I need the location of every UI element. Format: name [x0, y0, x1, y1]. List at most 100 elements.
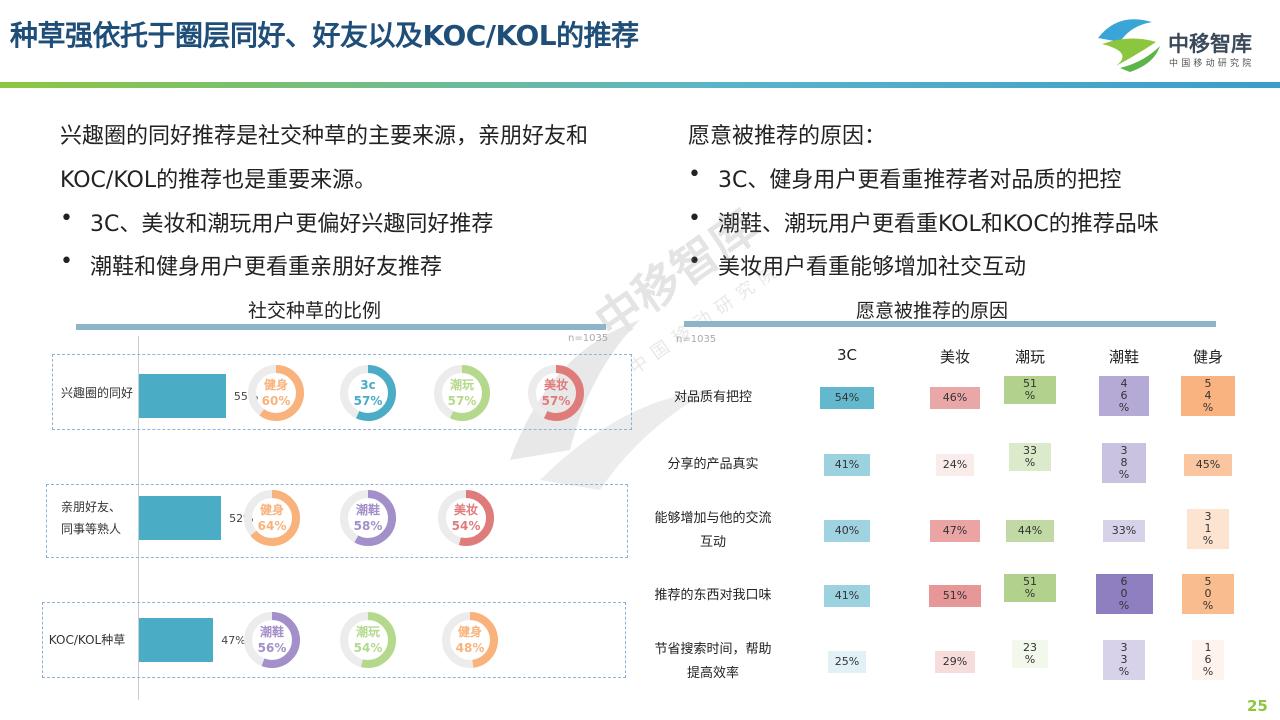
donut-category: 健身	[457, 625, 482, 639]
donut-arc	[528, 365, 584, 421]
left-text-line1: 兴趣圈的同好推荐是社交种草的主要来源，亲朋好友和	[60, 124, 589, 149]
row-label: 对品质有把控	[673, 390, 752, 405]
donut-value: 54%	[353, 641, 383, 655]
heatmap-cell: 24%	[936, 454, 974, 476]
donut-ring	[248, 365, 304, 421]
cell-value: 6	[1204, 653, 1212, 666]
row-label: 分享的产品真实	[667, 457, 759, 472]
donut-ring	[244, 490, 300, 546]
cell-value: 33%	[1111, 524, 1137, 537]
cell-value: 5	[1204, 575, 1212, 588]
cell-value: 3	[1120, 641, 1128, 654]
donut-value: 60%	[261, 394, 291, 408]
donut-潮玩: 潮玩 54%	[335, 607, 401, 673]
cell-value: 45%	[1195, 458, 1221, 471]
row-label: 能够增加与他的交流 互动	[654, 511, 772, 550]
heatmap-cell: 51%	[928, 585, 982, 607]
donut-arc	[244, 490, 300, 546]
donut-arc	[442, 612, 498, 668]
left-text-line2: KOC/KOL的推荐也是重要来源。	[60, 168, 377, 193]
logo-name: 中移智库	[1168, 32, 1252, 56]
donut-arc	[340, 365, 396, 421]
donut-健身: 健身 48%	[437, 607, 503, 673]
donut-category: 3c	[360, 378, 376, 392]
right-text-heading: 愿意被推荐的原因：	[688, 124, 887, 149]
heatmap-cell: 41%	[823, 454, 871, 476]
heatmap-cell: 45%	[1183, 454, 1233, 476]
donut-ring	[340, 490, 396, 546]
cell-value: 51	[1022, 377, 1037, 390]
donut-category: 美妆	[543, 378, 568, 392]
cell-value: 5	[1204, 377, 1212, 390]
left-chart-axis	[138, 336, 139, 700]
heatmap-cell: 6 0%	[1095, 574, 1153, 614]
donut-text: 潮鞋 58%	[335, 485, 401, 551]
heatmap-cell: 41%	[823, 585, 871, 607]
bar	[139, 618, 214, 662]
right-bullet-3: 美妆用户看重能够增加社交互动	[688, 249, 1026, 281]
china-mobile-logo-icon	[1098, 19, 1160, 72]
donut-text: 潮鞋 56%	[239, 607, 305, 673]
donut-arc	[244, 612, 300, 668]
donut-value: 48%	[455, 641, 485, 655]
heatmap-cell: 3 8%	[1101, 443, 1147, 483]
cell-value: 51%	[942, 589, 968, 602]
left-bullet-2: 潮鞋和健身用户更看重亲朋好友推荐	[60, 249, 442, 281]
category-label: 兴趣圈的同好	[60, 386, 133, 400]
donut-category: 潮玩	[449, 378, 474, 392]
donut-value: 64%	[257, 519, 287, 533]
cell-value: 3	[1204, 510, 1212, 523]
heatmap-cell: 5 0%	[1182, 574, 1234, 614]
donut-潮玩: 潮玩 57%	[429, 360, 495, 426]
cell-value: %	[1024, 587, 1036, 600]
category-box	[42, 602, 626, 678]
cell-value: 41%	[834, 458, 860, 471]
donut-text: 美妆 57%	[523, 360, 589, 426]
donut-value: 57%	[353, 394, 383, 408]
column-header: 美妆	[939, 348, 970, 366]
donut-3c: 3c 57%	[335, 360, 401, 426]
heatmap-cell: 33%	[1008, 443, 1052, 471]
cell-value: 51	[1022, 575, 1037, 588]
heatmap-cell: 29%	[935, 651, 975, 673]
donut-category: 潮鞋	[259, 625, 284, 639]
right-chart-underline	[684, 321, 1216, 327]
category-box	[52, 354, 632, 430]
cell-value: %	[1202, 599, 1214, 612]
donut-美妆: 美妆 57%	[523, 360, 589, 426]
right-bullet-1: 3C、健身用户更看重推荐者对品质的把控	[688, 162, 1121, 194]
donut-arc	[434, 365, 490, 421]
logo-subtitle: 中国移动研究院	[1169, 59, 1255, 69]
page-number: 25	[1247, 697, 1268, 715]
left-chart-underline	[76, 324, 606, 330]
donut-value: 54%	[451, 519, 481, 533]
donut-ring	[438, 490, 494, 546]
donut-category: 健身	[259, 503, 284, 517]
donut-潮鞋: 潮鞋 58%	[335, 485, 401, 551]
cell-value: 41%	[834, 589, 860, 602]
donut-value: 57%	[447, 394, 477, 408]
column-header: 潮玩	[1014, 348, 1045, 366]
cell-value: 0	[1204, 587, 1212, 600]
cell-value: %	[1024, 456, 1036, 469]
heatmap-cell: 51%	[1003, 376, 1057, 404]
donut-潮鞋: 潮鞋 56%	[239, 607, 305, 673]
donut-text: 健身 64%	[239, 485, 305, 551]
donut-ring	[244, 612, 300, 668]
heatmap-cell: 1 6%	[1191, 640, 1225, 680]
bar	[139, 374, 226, 418]
cell-value: 25%	[834, 655, 860, 668]
donut-category: 健身	[263, 378, 288, 392]
right-chart-title: 愿意被推荐的原因	[856, 300, 1009, 322]
cell-value: 3	[1120, 653, 1128, 666]
left-chart-sample-note: n=1035	[568, 333, 609, 344]
cell-value: 44%	[1017, 524, 1043, 537]
cell-value: 8	[1120, 456, 1128, 469]
donut-text: 健身 60%	[243, 360, 309, 426]
cell-value: 4	[1120, 377, 1128, 390]
donut-text: 潮玩 54%	[335, 607, 401, 673]
cell-value: %	[1024, 389, 1036, 402]
donut-ring	[340, 365, 396, 421]
donut-text: 潮玩 57%	[429, 360, 495, 426]
heatmap-cell: 46%	[930, 387, 980, 409]
